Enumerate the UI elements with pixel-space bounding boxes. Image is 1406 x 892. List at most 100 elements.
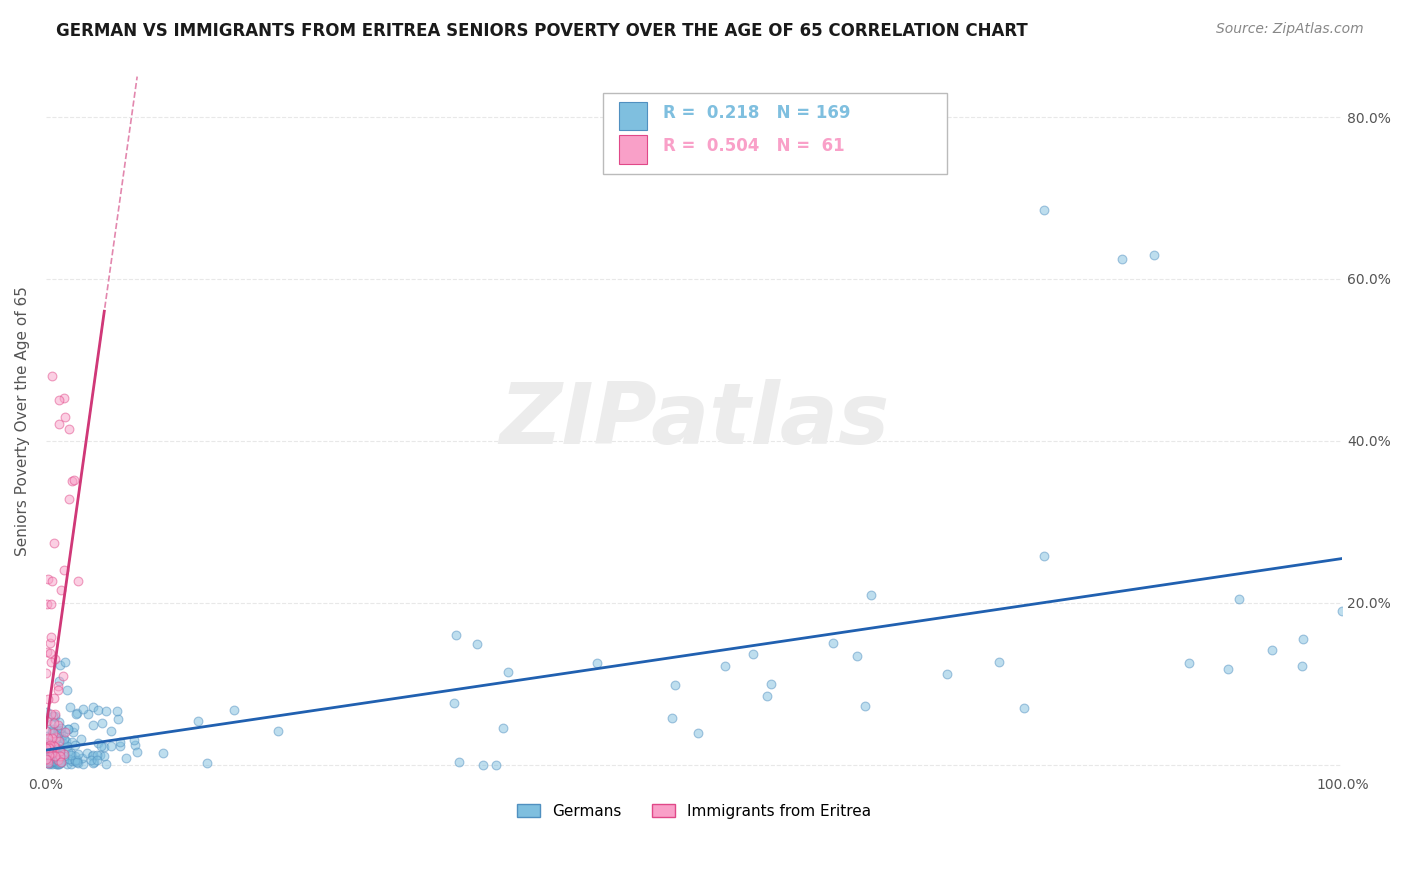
Point bbox=[45, 757, 67, 772]
Point bbox=[35, 714, 58, 729]
Point bbox=[38, 755, 60, 769]
Legend: Germans, Immigrants from Eritrea: Germans, Immigrants from Eritrea bbox=[510, 797, 877, 825]
Point bbox=[37, 729, 59, 743]
Point bbox=[48, 393, 70, 408]
Point bbox=[38, 741, 60, 756]
Point bbox=[56, 682, 79, 697]
Point bbox=[44, 706, 66, 721]
Point bbox=[661, 711, 683, 725]
Point bbox=[35, 705, 58, 719]
Point bbox=[66, 753, 89, 767]
Point bbox=[1111, 252, 1133, 266]
Point bbox=[66, 706, 89, 720]
Point bbox=[39, 717, 62, 731]
Point bbox=[38, 748, 60, 763]
Point bbox=[46, 724, 69, 739]
Point bbox=[49, 744, 72, 758]
Point bbox=[38, 756, 60, 771]
Point bbox=[664, 678, 686, 692]
Point bbox=[56, 722, 79, 736]
Point bbox=[1012, 700, 1035, 714]
Point bbox=[46, 751, 69, 765]
Point bbox=[91, 715, 114, 730]
Point bbox=[39, 597, 62, 611]
Point bbox=[853, 698, 876, 713]
Point bbox=[39, 646, 62, 660]
Point bbox=[38, 742, 60, 756]
Point bbox=[125, 745, 148, 759]
Point bbox=[1032, 549, 1054, 563]
Point bbox=[93, 748, 115, 763]
Point bbox=[52, 732, 75, 747]
Point bbox=[187, 714, 209, 728]
Point bbox=[195, 756, 218, 771]
Point bbox=[48, 747, 70, 761]
Point bbox=[48, 734, 70, 748]
Point bbox=[59, 756, 82, 771]
Text: ZIPatlas: ZIPatlas bbox=[499, 379, 889, 462]
Point bbox=[45, 730, 67, 744]
Point bbox=[82, 700, 104, 714]
Point bbox=[59, 700, 82, 714]
Point bbox=[49, 582, 72, 597]
Point bbox=[496, 665, 519, 679]
Point bbox=[52, 728, 75, 742]
Point bbox=[55, 409, 77, 424]
Point bbox=[42, 745, 65, 759]
Point bbox=[472, 757, 495, 772]
Point bbox=[491, 721, 513, 735]
Point bbox=[72, 757, 94, 772]
Point bbox=[37, 753, 59, 767]
Point bbox=[100, 739, 122, 753]
Point bbox=[49, 731, 72, 746]
Point bbox=[267, 723, 290, 738]
Point bbox=[1177, 656, 1199, 670]
Point bbox=[1330, 604, 1353, 618]
Point bbox=[1143, 248, 1166, 262]
Point bbox=[49, 755, 72, 769]
Point bbox=[44, 751, 66, 765]
Point bbox=[42, 726, 65, 740]
Point bbox=[82, 756, 104, 771]
Point bbox=[48, 744, 70, 758]
Point bbox=[686, 726, 709, 740]
Point bbox=[70, 751, 93, 765]
Point bbox=[87, 736, 110, 750]
Point bbox=[42, 745, 65, 759]
Point bbox=[44, 709, 66, 723]
Point bbox=[80, 748, 103, 763]
Point bbox=[935, 666, 957, 681]
Point bbox=[48, 718, 70, 732]
Point bbox=[60, 755, 83, 769]
Point bbox=[49, 756, 72, 770]
Point bbox=[42, 754, 65, 768]
Point bbox=[586, 657, 609, 671]
Point bbox=[38, 740, 60, 755]
Point bbox=[1261, 643, 1284, 657]
Text: Source: ZipAtlas.com: Source: ZipAtlas.com bbox=[1216, 22, 1364, 37]
Point bbox=[80, 753, 103, 767]
Point bbox=[46, 682, 69, 697]
Point bbox=[48, 673, 70, 688]
Point bbox=[45, 755, 67, 769]
Point bbox=[124, 738, 146, 752]
FancyBboxPatch shape bbox=[619, 103, 647, 130]
Point bbox=[45, 757, 67, 772]
Point bbox=[44, 651, 66, 665]
Point bbox=[49, 756, 72, 771]
Point bbox=[53, 724, 76, 739]
Point bbox=[46, 757, 69, 772]
Point bbox=[152, 747, 174, 761]
Point bbox=[52, 392, 75, 406]
Point bbox=[41, 574, 63, 588]
Point bbox=[224, 703, 246, 717]
Point bbox=[82, 747, 104, 762]
Point bbox=[83, 755, 105, 769]
Point bbox=[122, 732, 145, 747]
Point bbox=[41, 731, 63, 745]
Point bbox=[51, 735, 73, 749]
Point bbox=[35, 735, 58, 749]
Point bbox=[87, 703, 110, 717]
Point bbox=[42, 739, 65, 753]
Point bbox=[39, 636, 62, 650]
